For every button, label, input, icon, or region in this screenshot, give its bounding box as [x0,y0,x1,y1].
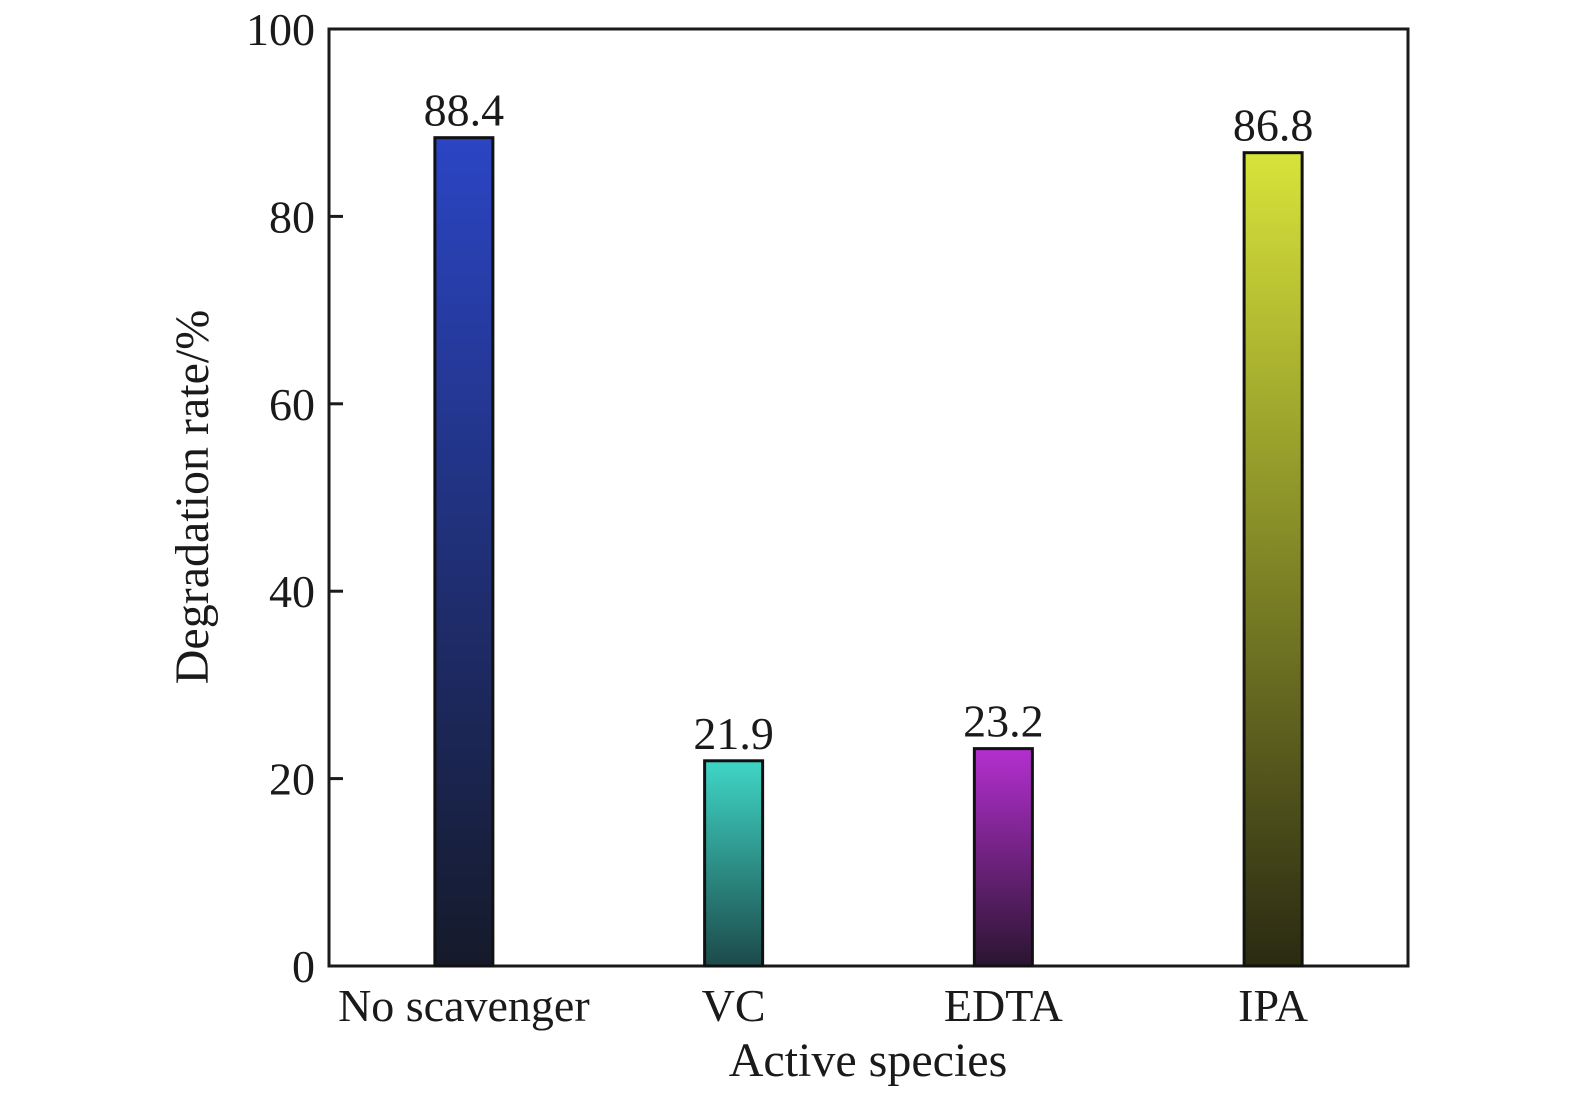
bar-no-scavenger [433,136,495,968]
bars-group: 88.4 21.9 23.2 86.8 [424,85,1314,968]
y-tick-label: 20 [269,754,315,805]
bar-ipa [1242,151,1304,968]
x-category-label: EDTA [944,980,1063,1031]
x-category-label: IPA [1238,980,1308,1031]
y-axis-title: Degradation rate/% [166,310,219,684]
y-tick-label: 100 [246,4,315,55]
x-axis: No scavenger VC EDTA IPA [338,980,1308,1031]
bar-edta [972,747,1034,968]
data-label: 21.9 [693,708,774,759]
y-tick-label: 0 [292,941,315,992]
y-axis: 0 20 40 60 80 100 [246,4,343,992]
bar-vc [703,759,765,968]
x-axis-title: Active species [729,1034,1008,1087]
plot-frame [327,27,1410,968]
data-label: 23.2 [963,696,1044,747]
data-label: 86.8 [1233,100,1314,151]
x-category-label: No scavenger [338,980,590,1031]
y-tick-label: 80 [269,191,315,242]
y-tick-label: 60 [269,379,315,430]
data-label: 88.4 [424,85,505,136]
x-category-label: VC [702,980,766,1031]
y-tick-label: 40 [269,566,315,617]
